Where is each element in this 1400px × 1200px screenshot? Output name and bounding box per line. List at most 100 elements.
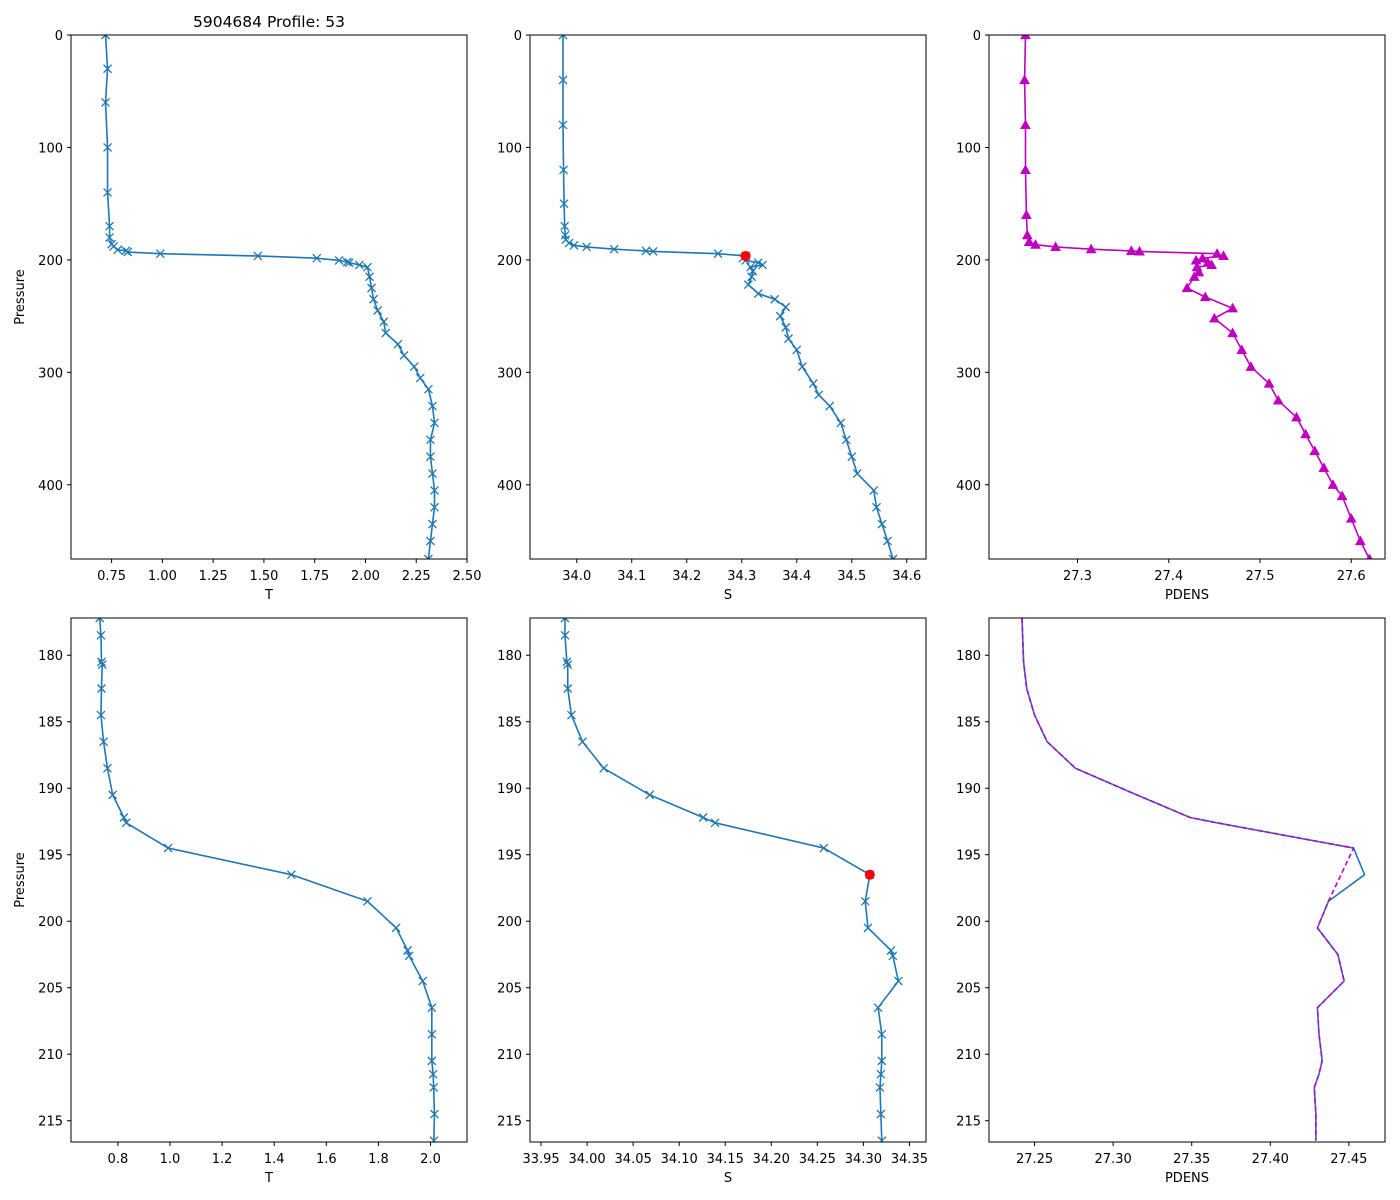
data-point: [113, 245, 123, 255]
data-point: [1263, 378, 1275, 388]
panel-top-temperature: 0.75 1.00 1.25 1.50 1.75 2.00 2.25 2.50 0 100 200 3…: [13, 29, 481, 603]
data-point: [1030, 239, 1041, 249]
data-point: [363, 896, 372, 906]
data-point: [1023, 236, 1035, 247]
data-point: [1355, 535, 1366, 546]
y-tick-label: 195: [956, 849, 981, 864]
data-point: [101, 98, 110, 107]
y-tick-label: 100: [497, 141, 522, 156]
y-tick-label: 300: [497, 366, 522, 381]
x-tick-label: 34.10: [661, 1152, 698, 1167]
y-tick-label: 400: [956, 479, 981, 494]
data-point: [108, 790, 118, 800]
data-point: [1209, 312, 1220, 323]
x-tick-label: 34.15: [707, 1152, 744, 1167]
data-point: [877, 1029, 887, 1039]
data-point: [559, 199, 569, 209]
data-point: [563, 684, 573, 693]
data-point: [599, 763, 609, 773]
y-tick-label: 195: [497, 849, 522, 864]
y-tick-label: 215: [956, 1115, 981, 1130]
y-tick-label: 195: [38, 849, 63, 864]
x-tick-label: 34.05: [615, 1152, 652, 1167]
data-point: [99, 737, 109, 747]
data-point: [873, 1003, 883, 1013]
flagged-point: [740, 250, 751, 261]
data-point: [753, 289, 763, 299]
data-point: [425, 452, 435, 462]
panel-top-density: 27.3 27.4 27.5 27.6 0 100 200 300 400 PDENS: [956, 29, 1386, 603]
data-point: [430, 502, 439, 512]
y-tick-label: 400: [497, 479, 522, 494]
data-point: [1199, 291, 1211, 302]
data-point: [758, 260, 768, 270]
data-point: [876, 1069, 886, 1079]
data-point: [582, 242, 592, 252]
data-point: [423, 554, 433, 559]
data-point: [1019, 74, 1030, 85]
y-axis-label: Pressure: [13, 269, 28, 325]
x-axis-label: T: [264, 588, 273, 603]
data-point: [1020, 35, 1031, 40]
x-tick-label: 27.30: [1095, 1152, 1132, 1167]
data-point: [609, 244, 619, 254]
data-point: [1021, 209, 1032, 220]
x-tick-label: 27.5: [1246, 569, 1275, 584]
data-point: [344, 258, 354, 268]
data-point: [425, 536, 435, 546]
data-point: [312, 253, 322, 263]
panel-bottom-temperature: 0.8 1.0 1.2 1.4 1.6 1.8 2.0 180 185 190 195 200 205 2…: [13, 617, 468, 1186]
data-point: [379, 317, 389, 327]
y-tick-label: 100: [38, 141, 63, 156]
data-point: [841, 435, 851, 445]
data-point: [97, 657, 106, 667]
data-point: [819, 843, 829, 853]
data-point: [781, 322, 791, 332]
data-point: [96, 630, 106, 640]
data-point: [1085, 243, 1097, 254]
data-point: [334, 255, 344, 265]
x-tick-label: 34.0: [562, 569, 591, 584]
panel-bottom-density: 27.25 27.30 27.35 27.40 27.45 180 185 190 195 200…: [956, 617, 1386, 1186]
y-tick-label: 200: [497, 254, 522, 269]
data-point: [123, 247, 133, 257]
data-point: [365, 272, 374, 282]
x-tick-label: 34.1: [617, 569, 646, 584]
x-tick-label: 34.4: [782, 569, 811, 584]
plot-frame: [529, 34, 927, 560]
data-point: [814, 390, 824, 400]
data-point: [792, 345, 802, 355]
x-tick-label: 27.25: [1016, 1152, 1053, 1167]
x-tick-label: 34.25: [799, 1152, 836, 1167]
x-tick-label: 34.3: [727, 569, 756, 584]
data-point: [1327, 479, 1339, 489]
series-group: [95, 618, 439, 1142]
data-point: [354, 260, 364, 270]
data-point: [875, 1083, 885, 1092]
x-axis-label: PDENS: [1165, 1171, 1209, 1186]
x-tick-label: 1.0: [160, 1152, 181, 1167]
y-tick-label: 400: [38, 479, 63, 494]
data-point: [847, 452, 857, 462]
data-point: [883, 536, 892, 546]
x-tick-label: 27.40: [1252, 1152, 1289, 1167]
data-point: [563, 660, 573, 670]
x-tick-label: 1.50: [249, 569, 278, 584]
data-point: [1318, 462, 1330, 473]
data-point: [784, 334, 793, 344]
data-point: [105, 232, 115, 242]
data-point: [836, 418, 846, 428]
y-tick-label: 210: [38, 1048, 63, 1063]
x-tick-label: 2.25: [402, 569, 431, 584]
data-point: [399, 351, 409, 360]
y-tick-label: 100: [956, 141, 981, 156]
data-point: [1345, 512, 1357, 523]
data-point: [119, 813, 129, 822]
x-tick-label: 34.5: [837, 569, 866, 584]
data-point: [888, 951, 898, 961]
data-point: [1272, 394, 1284, 405]
data-point: [363, 262, 372, 272]
data-point: [1211, 248, 1223, 258]
data-point: [103, 142, 113, 152]
x-tick-label: 34.2: [672, 569, 701, 584]
